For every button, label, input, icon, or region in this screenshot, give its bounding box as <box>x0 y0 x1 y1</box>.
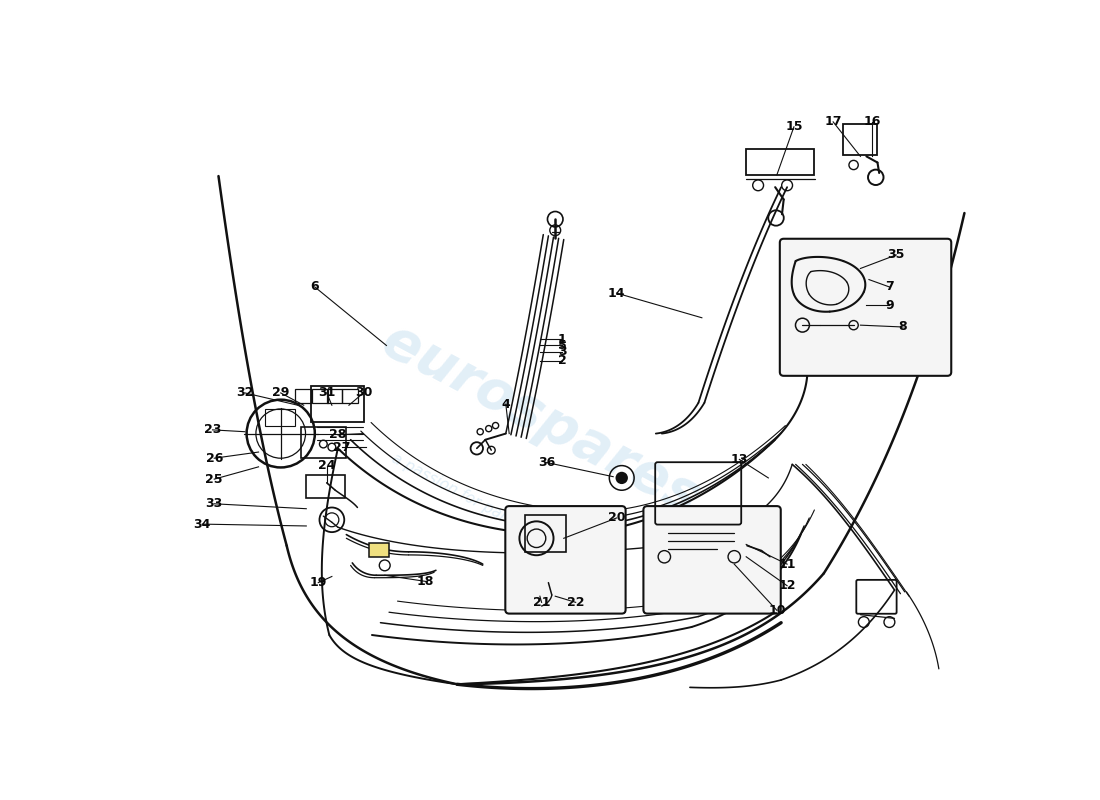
Text: 14: 14 <box>608 286 626 300</box>
Circle shape <box>616 472 628 484</box>
Text: 34: 34 <box>194 518 211 530</box>
FancyBboxPatch shape <box>505 506 626 614</box>
Text: 1: 1 <box>558 333 566 346</box>
Text: 35: 35 <box>888 249 905 262</box>
Text: 16: 16 <box>864 115 881 128</box>
Text: 18: 18 <box>417 575 434 588</box>
Text: 8: 8 <box>899 321 907 334</box>
FancyBboxPatch shape <box>780 238 952 376</box>
Text: 7: 7 <box>886 281 894 294</box>
Text: 25: 25 <box>206 473 223 486</box>
Text: 13: 13 <box>730 453 748 466</box>
Text: 2: 2 <box>558 354 566 367</box>
Text: 27: 27 <box>333 441 351 454</box>
Text: 11: 11 <box>779 558 796 570</box>
Text: 23: 23 <box>204 423 221 436</box>
Text: 31: 31 <box>318 386 336 399</box>
Text: 20: 20 <box>608 511 626 525</box>
Text: 5: 5 <box>558 339 566 352</box>
Text: 22: 22 <box>566 596 584 609</box>
Text: 36: 36 <box>538 456 556 469</box>
Text: 17: 17 <box>824 115 842 128</box>
Text: 12: 12 <box>779 579 796 592</box>
Text: 15: 15 <box>785 120 803 134</box>
Text: 10: 10 <box>768 604 785 617</box>
Text: 28: 28 <box>329 428 346 442</box>
Text: 24: 24 <box>318 459 336 472</box>
Text: 6: 6 <box>310 281 319 294</box>
Text: 33: 33 <box>206 498 223 510</box>
Text: 26: 26 <box>206 452 223 465</box>
FancyBboxPatch shape <box>644 506 781 614</box>
FancyBboxPatch shape <box>370 543 388 557</box>
Text: 9: 9 <box>886 299 893 312</box>
Text: 19: 19 <box>309 576 327 589</box>
Text: 3: 3 <box>558 345 566 358</box>
Text: a passion for parts since 1985: a passion for parts since 1985 <box>388 451 600 573</box>
Text: 30: 30 <box>354 386 372 399</box>
Text: 21: 21 <box>532 596 550 609</box>
Text: 29: 29 <box>272 386 289 399</box>
Text: 32: 32 <box>236 386 254 399</box>
Text: eurospares: eurospares <box>373 313 708 526</box>
Text: 4: 4 <box>502 398 510 410</box>
